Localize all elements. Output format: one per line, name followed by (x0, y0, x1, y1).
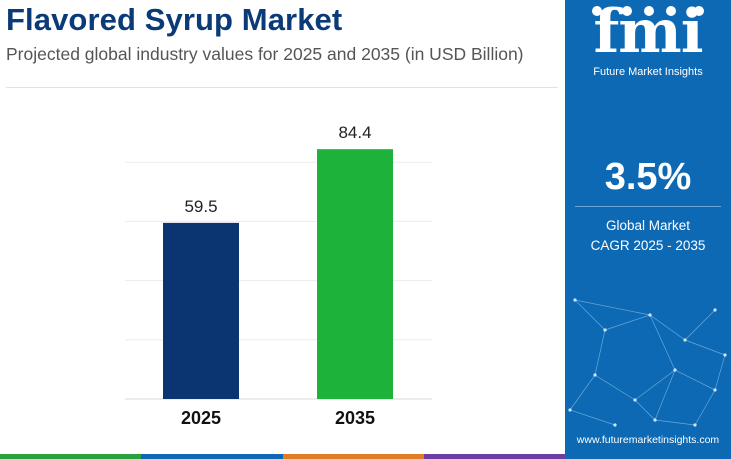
strip-segment (423, 454, 565, 459)
cagr-divider (575, 206, 721, 207)
strip-segment (282, 454, 424, 459)
title-divider (6, 87, 558, 88)
logo-caption: Future Market Insights (593, 66, 703, 78)
logo-icons (592, 6, 704, 16)
value-label-2035: 84.4 (338, 123, 371, 142)
bar-2025 (163, 222, 239, 399)
strip-segment (141, 454, 283, 459)
network-graphic (568, 298, 727, 427)
chart-category-labels: 2025 2035 (181, 408, 375, 428)
category-label-2035: 2035 (335, 408, 375, 428)
strip-segment (0, 454, 142, 459)
category-label-2025: 2025 (181, 408, 221, 428)
value-label-2025: 59.5 (184, 197, 217, 216)
bar-chart: 59.5 84.4 2025 2035 (125, 123, 432, 428)
chart-subtitle: Projected global industry values for 202… (6, 44, 524, 64)
cagr-label-line1: Global Market (605, 218, 691, 233)
cagr-label: Global Market CAGR 2025 - 2035 (565, 216, 731, 256)
cagr-label-line2: CAGR 2025 - 2035 (590, 238, 706, 253)
website-url: www.futuremarketinsights.com (576, 434, 720, 446)
info-panel: fmi Future Market Insights 3.5% Global M… (565, 0, 731, 459)
cagr-value: 3.5% (604, 156, 692, 198)
bottom-color-strip (0, 454, 565, 459)
chart-value-labels: 59.5 84.4 (184, 123, 371, 216)
chart-bars (163, 149, 393, 399)
chart-title: Flavored Syrup Market (6, 2, 343, 37)
bar-2035 (317, 149, 393, 399)
fmi-logo: fmi (593, 0, 703, 67)
